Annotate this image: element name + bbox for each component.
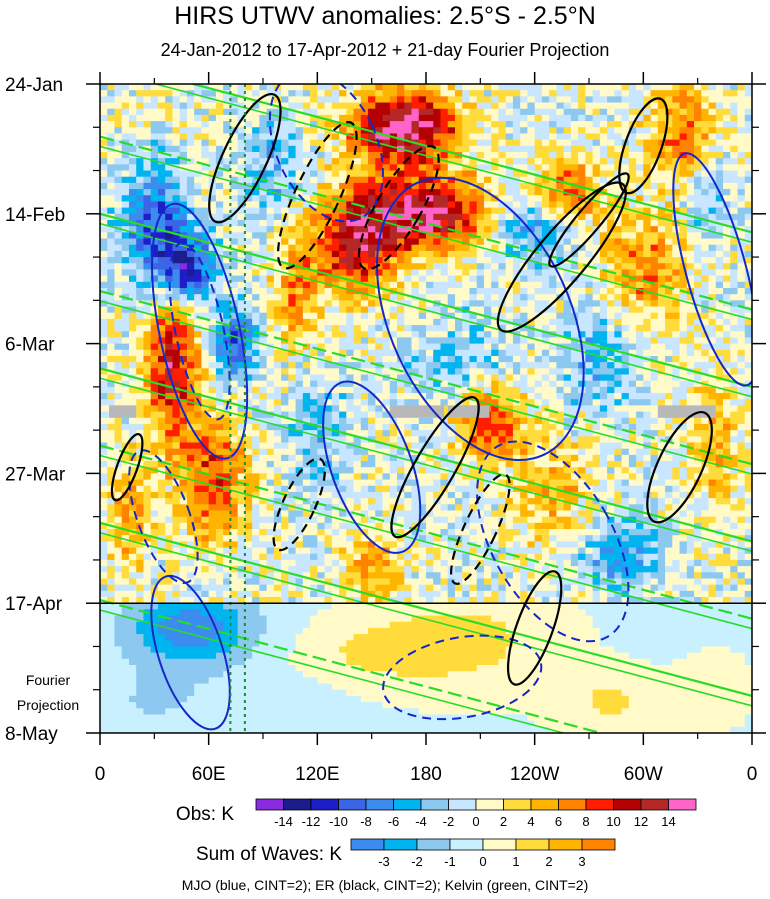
y-tick-label-2: 6-Mar (5, 335, 55, 356)
colorbar-tick-label-1: -12 (302, 814, 321, 829)
projection-label: Fourier Projection (17, 672, 79, 713)
y-tick-label-3: 27-Mar (5, 464, 66, 485)
colorbar-swatch-0 (255, 798, 284, 811)
colorbar-swatch-4 (482, 838, 517, 851)
colorbar-swatch-1 (383, 838, 418, 851)
x-tick-label-6: 0 (747, 764, 758, 785)
colorbar-swatch-9 (503, 798, 532, 811)
chart-title: HIRS UTWV anomalies: 2.5°S - 2.5°N (174, 2, 596, 30)
colorbar-tick-label-9: 4 (527, 814, 534, 829)
colorbar-tick-label-8: 2 (500, 814, 507, 829)
colorbar-tick-label-5: 2 (545, 854, 552, 869)
colorbar-tick-label-5: -4 (415, 814, 427, 829)
x-tick-label-0: 0 (95, 764, 106, 785)
colorbar-swatch-3 (338, 798, 367, 811)
colorbar-swatch-6 (420, 798, 449, 811)
colorbar-tick-label-4: 1 (512, 854, 519, 869)
colorbar-tick-label-3: -8 (360, 814, 372, 829)
colorbar-tick-label-10: 6 (555, 814, 562, 829)
colorbar-swatch-7 (581, 838, 616, 851)
colorbar-tick-label-1: -2 (411, 854, 423, 869)
x-tick-label-4: 120W (510, 764, 560, 785)
colorbar-tick-label-12: 10 (606, 814, 620, 829)
projection-label-line-2: Projection (17, 697, 79, 713)
colorbar-swatch-5 (393, 798, 422, 811)
legend-footer: MJO (blue, CINT=2); ER (black, CINT=2); … (182, 877, 589, 893)
colorbar-tick-label-13: 12 (634, 814, 648, 829)
obs-colorbar: -14 -12 -10 -8 -6 -4 -2 0 2 4 6 8 10 12 14 Obs: K (176, 798, 697, 829)
wave-contours (100, 84, 752, 733)
colorbar-label: Obs: K (176, 804, 234, 825)
y-tick-label-4: 17-Apr (5, 594, 63, 615)
x-tick-label-3: 180 (410, 764, 442, 785)
x-tick-label-1: 60E (192, 764, 226, 785)
y-tick-label-1: 14-Feb (5, 205, 65, 226)
colorbar-tick-label-3: 0 (479, 854, 486, 869)
colorbar-tick-label-0: -14 (274, 814, 293, 829)
colorbar-tick-label-0: -3 (378, 854, 390, 869)
waves-colorbar: -3 -2 -1 0 1 2 3 Sum of Waves: K (196, 838, 616, 869)
colorbar-swatch-7 (448, 798, 477, 811)
colorbar-label: Sum of Waves: K (196, 844, 342, 865)
colorbar-swatch-11 (558, 798, 587, 811)
colorbar-swatch-5 (515, 838, 550, 851)
colorbar-swatch-6 (548, 838, 583, 851)
colorbar-tick-label-7: 0 (472, 814, 479, 829)
colorbar-tick-label-2: -10 (329, 814, 348, 829)
colorbar-swatch-2 (416, 838, 451, 851)
colorbar-swatch-4 (365, 798, 394, 811)
colorbar-swatch-1 (283, 798, 312, 811)
x-tick-label-2: 120E (295, 764, 339, 785)
reference-lines (229, 84, 246, 733)
projection-label-line-1: Fourier (26, 672, 71, 688)
x-axis: 0 60E 120E 180 120W 60W 0 (95, 72, 758, 785)
colorbar-tick-label-11: 8 (582, 814, 589, 829)
colorbar-tick-label-4: -6 (388, 814, 400, 829)
colorbar-tick-label-2: -1 (444, 854, 456, 869)
colorbar-tick-label-14: 14 (661, 814, 675, 829)
colorbar-swatch-15 (668, 798, 697, 811)
colorbar-swatch-14 (640, 798, 669, 811)
x-tick-label-5: 60W (624, 764, 663, 785)
colorbar-swatch-3 (449, 838, 484, 851)
colorbar-swatch-0 (350, 838, 385, 851)
colorbar-tick-label-6: -2 (443, 814, 455, 829)
y-axis: 24-Jan 14-Feb 6-Mar 27-Mar 17-Apr 8-May (5, 75, 766, 745)
colorbar-tick-label-6: 3 (578, 854, 585, 869)
colorbar-swatch-13 (613, 798, 642, 811)
colorbar-swatch-8 (475, 798, 504, 811)
chart-subtitle: 24-Jan-2012 to 17-Apr-2012 + 21-day Four… (160, 40, 610, 60)
colorbar-swatch-10 (530, 798, 559, 811)
y-tick-label-0: 24-Jan (5, 75, 63, 96)
colorbar-swatch-12 (585, 798, 614, 811)
colorbar-swatch-2 (310, 798, 339, 811)
y-tick-label-5: 8-May (5, 724, 58, 745)
